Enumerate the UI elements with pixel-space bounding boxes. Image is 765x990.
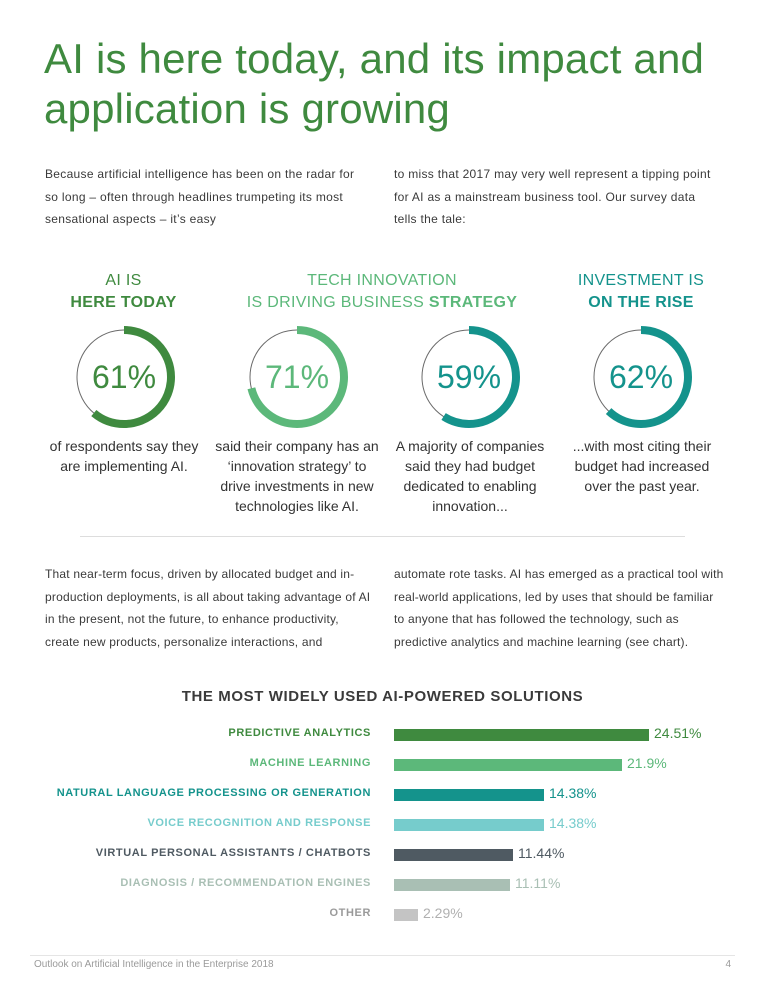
donut-chart-innovation-strategy: 71%: [242, 322, 352, 432]
bar-row: VOICE RECOGNITION AND RESPONSE 14.38%: [0, 815, 765, 835]
bar: [394, 789, 544, 801]
stat-heading-line2: HERE TODAY: [70, 294, 177, 311]
bar-row: VIRTUAL PERSONAL ASSISTANTS / CHATBOTS 11…: [0, 845, 765, 865]
stat-heading-line1: AI IS: [105, 272, 142, 289]
bar-category-label: DIAGNOSIS / RECOMMENDATION ENGINES: [120, 877, 371, 889]
donut-chart-budget-increased: 62%: [586, 322, 696, 432]
bar-category-label: NATURAL LANGUAGE PROCESSING OR GENERATIO…: [56, 787, 371, 799]
bar-category-label: PREDICTIVE ANALYTICS: [228, 727, 371, 739]
page-title: AI is here today, and its impact and app…: [44, 35, 705, 132]
stat-heading-line1: TECH INNOVATION: [307, 272, 457, 289]
stat-heading-tech-innovation: TECH INNOVATION IS DRIVING BUSINESS STRA…: [232, 270, 532, 314]
bar-value-label: 14.38%: [549, 815, 597, 831]
bar: [394, 819, 544, 831]
bar-category-label: OTHER: [329, 907, 371, 919]
bar: [394, 879, 510, 891]
bar-row: PREDICTIVE ANALYTICS 24.51%: [0, 725, 765, 745]
intro-paragraph-col1: Because artificial intelligence has been…: [45, 167, 355, 226]
bar-row: MACHINE LEARNING 21.9%: [0, 755, 765, 775]
donut-chart-innovation-budget: 59%: [414, 322, 524, 432]
bar-category-label: VIRTUAL PERSONAL ASSISTANTS / CHATBOTS: [95, 847, 371, 859]
bar: [394, 849, 513, 861]
donut-ring: [73, 326, 175, 428]
bar-row: DIAGNOSIS / RECOMMENDATION ENGINES 11.11%: [0, 875, 765, 895]
bar-row: NATURAL LANGUAGE PROCESSING OR GENERATIO…: [0, 785, 765, 805]
body-paragraph-col2: automate rote tasks. AI has emerged as a…: [394, 567, 724, 649]
donut-ring: [418, 326, 520, 428]
footer-divider: [30, 955, 735, 956]
body-paragraph-col1: That near-term focus, driven by allocate…: [45, 567, 371, 649]
bar-value-label: 21.9%: [627, 755, 667, 771]
bar: [394, 909, 418, 921]
donut-percent-label: 71%: [264, 358, 330, 395]
donut-percent-label: 61%: [91, 358, 157, 395]
stat-description: of respondents say they are implementing…: [49, 438, 199, 474]
chart-title: THE MOST WIDELY USED AI-POWERED SOLUTION…: [181, 688, 584, 705]
bar-value-label: 11.11%: [515, 875, 561, 891]
bar-chart-ai-solutions: PREDICTIVE ANALYTICS 24.51% MACHINE LEARNI…: [0, 725, 765, 935]
donut-progress-arc: [418, 326, 520, 428]
donut-percent-label: 62%: [608, 358, 674, 395]
stat-description: said their company has an ‘innovation st…: [215, 438, 379, 514]
stat-heading-ai-here-today: AI IS HERE TODAY: [50, 270, 197, 314]
bar: [394, 729, 649, 741]
donut-progress-arc: [73, 326, 175, 428]
donut-progress-arc: [246, 326, 348, 428]
bar-value-label: 11.44%: [518, 845, 565, 861]
bar-row: OTHER 2.29%: [0, 905, 765, 925]
bar-value-label: 2.29%: [423, 905, 463, 921]
donut-chart-implementing-ai: 61%: [69, 322, 179, 432]
stat-heading-line1: INVESTMENT IS: [577, 272, 705, 289]
page-number: 4: [725, 959, 731, 970]
donut-ring: [246, 326, 348, 428]
intro-paragraph-col2: to miss that 2017 may very well represen…: [394, 167, 711, 226]
stat-heading-investment: INVESTMENT IS ON THE RISE: [566, 270, 716, 314]
stat-description: A majority of companies said they had bu…: [395, 438, 545, 514]
stat-heading-line2: ON THE RISE: [588, 294, 694, 311]
section-divider: [80, 536, 685, 537]
bar-category-label: MACHINE LEARNING: [249, 757, 371, 769]
bar-category-label: VOICE RECOGNITION AND RESPONSE: [147, 817, 371, 829]
stat-description: ...with most citing their budget had inc…: [572, 438, 712, 494]
stat-heading-line2-light: IS DRIVING BUSINESS: [246, 294, 429, 311]
donut-progress-arc: [590, 326, 692, 428]
donut-percent-label: 59%: [436, 358, 502, 395]
footer-publication-title: Outlook on Artificial Intelligence in th…: [34, 959, 274, 970]
bar-value-label: 24.51%: [654, 725, 702, 741]
donut-ring: [590, 326, 692, 428]
bar-value-label: 14.38%: [549, 785, 597, 801]
bar: [394, 759, 622, 771]
stat-heading-line2-bold: STRATEGY: [428, 294, 518, 311]
